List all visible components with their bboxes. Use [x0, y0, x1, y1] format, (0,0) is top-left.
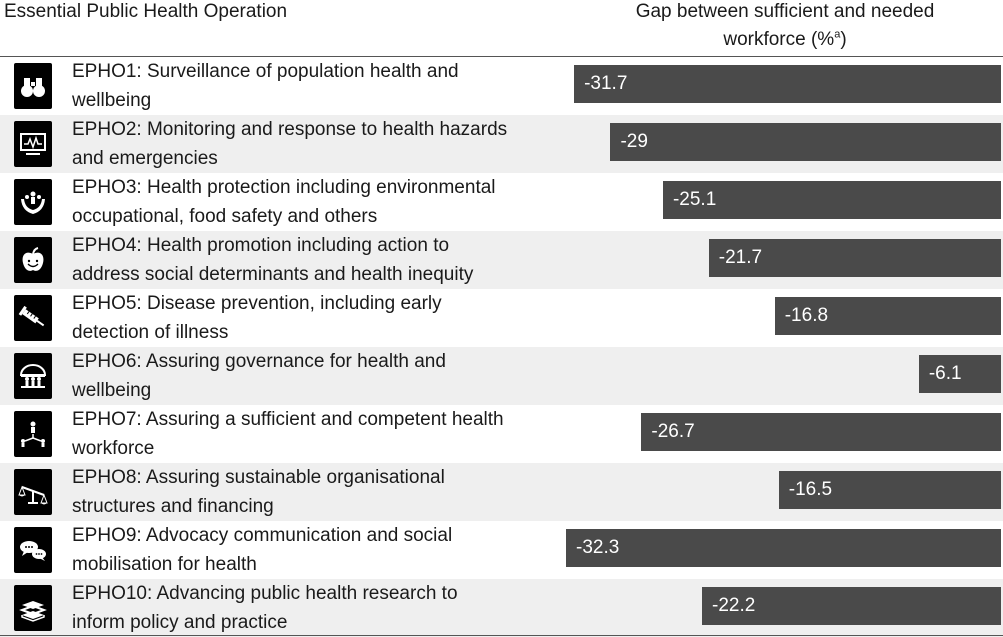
bar-value-label: -16.8 — [784, 305, 829, 326]
chart-row: EPHO10: Advancing public health research… — [0, 579, 1003, 637]
bar-value-label: -21.7 — [718, 247, 763, 268]
chart-row: EPHO8: Assuring sustainable organisation… — [0, 463, 1003, 521]
header-divider — [0, 56, 1003, 57]
category-label: EPHO6: Assuring governance for health an… — [72, 347, 572, 405]
bar-value-label: -25.1 — [672, 189, 717, 210]
category-label-line1: EPHO5: Disease prevention, including ear… — [72, 293, 442, 314]
category-label-line2: and emergencies — [72, 148, 218, 169]
category-label-line2: wellbeing — [72, 90, 152, 111]
protect-hands-icon — [14, 179, 52, 225]
bar — [566, 529, 1001, 567]
bar-value-label: -26.7 — [651, 421, 695, 442]
category-label-line2: mobilisation for health — [72, 554, 257, 575]
column-header-gap-line2: workforce (%a) — [600, 26, 970, 54]
footnote-marker: a — [834, 28, 841, 41]
bar — [662, 181, 1001, 219]
category-label-line2: workforce — [72, 438, 155, 459]
bar — [774, 297, 1001, 335]
category-label-line2: wellbeing — [72, 380, 152, 401]
category-label: EPHO10: Advancing public health research… — [72, 579, 572, 637]
category-label-line2: inform policy and practice — [72, 612, 288, 633]
category-label-line1: EPHO8: Assuring sustainable organisation… — [72, 467, 445, 488]
category-label-line1: EPHO3: Health protection including envir… — [72, 177, 496, 198]
speech-bubbles-icon — [14, 527, 52, 573]
category-label-line1: EPHO1: Surveillance of population health… — [72, 61, 459, 82]
workforce-icon — [14, 411, 52, 457]
binoculars-icon — [14, 63, 52, 109]
bar — [778, 471, 1001, 509]
bar — [610, 123, 1001, 161]
category-label-line1: EPHO9: Advocacy communication and social — [72, 525, 453, 546]
column-header-gap-close: ) — [840, 29, 847, 50]
governance-icon — [14, 353, 52, 399]
apple-icon — [14, 237, 52, 283]
category-label: EPHO3: Health protection including envir… — [72, 173, 572, 231]
chart-row: EPHO5: Disease prevention, including ear… — [0, 289, 1003, 347]
column-header-gap: Gap between sufficient and needed workfo… — [600, 0, 970, 54]
category-label: EPHO9: Advocacy communication and social… — [72, 521, 572, 579]
bar-value-label: -6.1 — [928, 363, 962, 384]
chart-row: EPHO2: Monitoring and response to health… — [0, 115, 1003, 173]
category-label-line1: EPHO10: Advancing public health research… — [72, 583, 458, 604]
category-label-line2: detection of illness — [72, 322, 229, 343]
bar — [918, 355, 1001, 393]
bar — [702, 587, 1001, 625]
category-label: EPHO4: Health promotion including action… — [72, 231, 572, 289]
bar-value-label: -16.5 — [788, 479, 833, 500]
chart-row: EPHO1: Surveillance of population health… — [0, 57, 1003, 115]
chart-row: EPHO3: Health protection including envir… — [0, 173, 1003, 231]
category-label-line1: EPHO7: Assuring a sufficient and compete… — [72, 409, 504, 430]
column-header-gap-line2-text: workforce (% — [723, 29, 835, 50]
category-label-line1: EPHO6: Assuring governance for health an… — [72, 351, 446, 372]
bar-value-label: -22.2 — [712, 595, 756, 616]
bar — [574, 65, 1001, 103]
chart-row: EPHO9: Advocacy communication and social… — [0, 521, 1003, 579]
column-header-operation: Essential Public Health Operation — [4, 1, 288, 22]
category-label: EPHO1: Surveillance of population health… — [72, 57, 572, 115]
chart-row: EPHO7: Assuring a sufficient and compete… — [0, 405, 1003, 463]
chart-row: EPHO4: Health promotion including action… — [0, 231, 1003, 289]
category-label-line2: occupational, food safety and others — [72, 206, 378, 227]
column-header-gap-line1: Gap between sufficient and needed — [635, 1, 935, 22]
category-label-line2: structures and financing — [72, 496, 274, 517]
category-label: EPHO2: Monitoring and response to health… — [72, 115, 572, 173]
syringe-icon — [14, 295, 52, 341]
bar-value-label: -31.7 — [584, 73, 628, 94]
scales-icon — [14, 469, 52, 515]
bar-value-label: -32.3 — [576, 537, 620, 558]
bar — [641, 413, 1001, 451]
monitor-icon — [14, 121, 52, 167]
category-label-line1: EPHO2: Monitoring and response to health… — [72, 119, 508, 140]
category-label-line2: address social determinants and health i… — [72, 264, 474, 285]
category-label-line1: EPHO4: Health promotion including action… — [72, 235, 450, 256]
category-label: EPHO5: Disease prevention, including ear… — [72, 289, 572, 347]
bottom-divider — [0, 635, 1003, 636]
bar-value-label: -29 — [620, 131, 648, 152]
chart-row: EPHO6: Assuring governance for health an… — [0, 347, 1003, 405]
books-icon — [14, 585, 52, 631]
category-label: EPHO8: Assuring sustainable organisation… — [72, 463, 572, 521]
category-label: EPHO7: Assuring a sufficient and compete… — [72, 405, 572, 463]
bar — [708, 239, 1001, 277]
